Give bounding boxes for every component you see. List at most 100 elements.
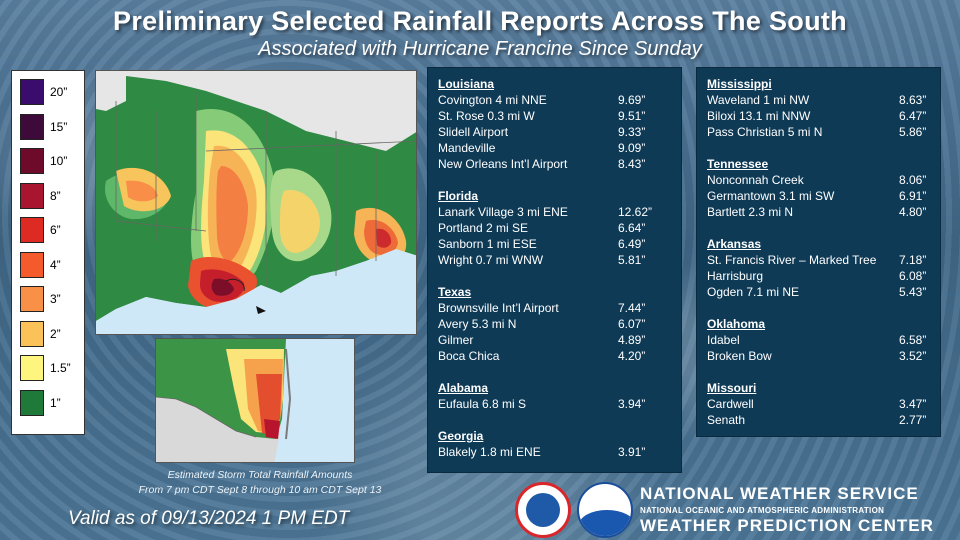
report-row: Blakely 1.8 mi ENE 3.91” [438, 444, 671, 460]
report-site: Bartlett 2.3 mi N [707, 205, 794, 219]
legend-label: 6” [50, 223, 61, 237]
state-heading: Missouri [707, 381, 757, 395]
report-site: St. Rose 0.3 mi W [438, 109, 535, 123]
page-subtitle: Associated with Hurricane Francine Since… [258, 38, 702, 60]
report-row: St. Francis River – Marked Tree 7.18” [707, 252, 930, 268]
legend-swatch [20, 251, 44, 278]
state-block: Oklahoma Idabel 6.58” Broken Bow 3.52” [707, 316, 930, 364]
state-block: Florida Lanark Village 3 mi ENE 12.62” Port… [438, 188, 671, 268]
nws-logo-icon [515, 482, 571, 538]
report-row: Harrisburg 6.08” [707, 268, 930, 284]
state-block: Louisiana Covington 4 mi NNE 9.69” St. Rose… [438, 76, 671, 172]
legend-swatch [20, 389, 44, 416]
report-value: 7.18” [899, 253, 927, 267]
report-site: Wright 0.7 mi WNW [438, 253, 544, 267]
legend-label: 2” [50, 326, 61, 341]
report-site: Broken Bow [707, 349, 772, 363]
legend-swatch [20, 355, 44, 381]
report-row: Boca Chica 4.20” [438, 348, 671, 364]
report-value: 6.08” [899, 269, 927, 283]
report-row: Nonconnah Creek 8.06” [707, 172, 930, 188]
state-heading: Georgia [438, 429, 484, 443]
map-inset-svg [156, 339, 354, 462]
agency-line-2: NATIONAL OCEANIC AND ATMOSPHERIC ADMINIS… [640, 506, 885, 515]
report-value: 9.09” [618, 141, 646, 155]
report-value: 6.47” [899, 109, 927, 123]
state-block: Georgia Blakely 1.8 mi ENE 3.91” [438, 428, 671, 460]
report-value: 6.49” [618, 237, 646, 251]
report-row: Eufaula 6.8 mi S 3.94” [438, 396, 671, 412]
valid-time: Valid as of 09/13/2024 1 PM EDT [68, 508, 350, 529]
report-site: Senath [707, 413, 746, 427]
report-value: 9.69” [618, 93, 646, 107]
report-site: Biloxi 13.1 mi NNW [707, 109, 811, 123]
report-value: 6.64” [618, 221, 646, 235]
report-value: 12.62” [618, 205, 653, 219]
report-value: 4.80” [899, 205, 927, 219]
legend-swatch [20, 217, 44, 243]
legend-label: 1” [50, 395, 61, 410]
legend-label: 15” [50, 119, 68, 134]
report-site: St. Francis River – Marked Tree [707, 253, 877, 267]
legend-item: 20” [20, 79, 84, 105]
legend-label: 20” [50, 85, 68, 99]
report-value: 6.91” [899, 189, 927, 203]
report-value: 5.81” [618, 253, 646, 267]
agency-block: NATIONAL WEATHER SERVICE NATIONAL OCEANI… [640, 484, 940, 536]
report-row: Biloxi 13.1 mi NNW 6.47” [707, 108, 930, 124]
legend-item: 8” [20, 182, 84, 209]
report-value: 9.33” [618, 125, 646, 139]
state-heading: Arkansas [707, 237, 762, 251]
report-site: Germantown 3.1 mi SW [707, 189, 835, 203]
legend-swatch [20, 286, 44, 312]
agency-line-1: NATIONAL WEATHER SERVICE [640, 484, 919, 503]
report-value: 5.43” [899, 285, 927, 299]
report-site: Avery 5.3 mi N [438, 317, 517, 331]
report-value: 6.58” [899, 333, 927, 347]
state-heading: Mississippi [707, 77, 772, 91]
page-title: Preliminary Selected Rainfall Reports Ac… [113, 6, 847, 36]
report-row: Idabel 6.58” [707, 332, 930, 348]
report-site: Lanark Village 3 mi ENE [438, 205, 568, 219]
legend-item: 1” [20, 389, 84, 416]
rainfall-legend: 20” 15” 10” 8” 6” 4” 3” 2” 1.5” 1” [11, 70, 85, 435]
legend-label: 10” [50, 154, 68, 168]
legend-swatch [20, 182, 44, 209]
report-value: 8.63” [899, 93, 927, 107]
report-row: Brownsville Int’l Airport 7.44” [438, 300, 671, 316]
report-row: Germantown 3.1 mi SW 6.91” [707, 188, 930, 204]
legend-swatch [20, 320, 44, 347]
report-row: Lanark Village 3 mi ENE 12.62” [438, 204, 671, 220]
report-row: Sanborn 1 mi ESE 6.49” [438, 236, 671, 252]
rainfall-map-inset [155, 338, 355, 463]
report-value: 8.43” [618, 157, 646, 171]
report-row: Broken Bow 3.52” [707, 348, 930, 364]
report-site: Mandeville [438, 141, 496, 155]
report-value: 7.44” [618, 301, 646, 315]
map-caption: Estimated Storm Total Rainfall Amounts F… [100, 468, 420, 498]
report-site: Pass Christian 5 mi N [707, 125, 823, 139]
report-row: Slidell Airport 9.33” [438, 124, 671, 140]
legend-label: 4” [50, 257, 61, 272]
legend-swatch [20, 113, 44, 140]
legend-label: 3” [50, 292, 61, 306]
report-row: New Orleans Int’l Airport 8.43” [438, 156, 671, 172]
report-site: Brownsville Int’l Airport [438, 301, 559, 315]
report-site: Idabel [707, 333, 740, 347]
legend-item: 15” [20, 113, 84, 140]
report-site: Sanborn 1 mi ESE [438, 237, 537, 251]
legend-label: 1.5” [50, 361, 71, 375]
legend-label: 8” [50, 188, 61, 203]
report-value: 4.20” [618, 349, 646, 363]
report-value: 6.07” [618, 317, 646, 331]
legend-swatch [20, 79, 44, 105]
report-row: Senath 2.77” [707, 412, 930, 428]
report-site: Harrisburg [707, 269, 764, 283]
report-value: 3.52” [899, 349, 927, 363]
report-site: Eufaula 6.8 mi S [438, 397, 527, 411]
report-row: St. Rose 0.3 mi W 9.51” [438, 108, 671, 124]
reports-panel-left: Louisiana Covington 4 mi NNE 9.69” St. Rose… [427, 67, 682, 473]
reports-panel-right: Mississippi Waveland 1 mi NW 8.63” Biloxi 1… [696, 67, 941, 437]
state-block: Mississippi Waveland 1 mi NW 8.63” Biloxi 1… [707, 76, 930, 140]
report-value: 8.06” [899, 173, 927, 187]
